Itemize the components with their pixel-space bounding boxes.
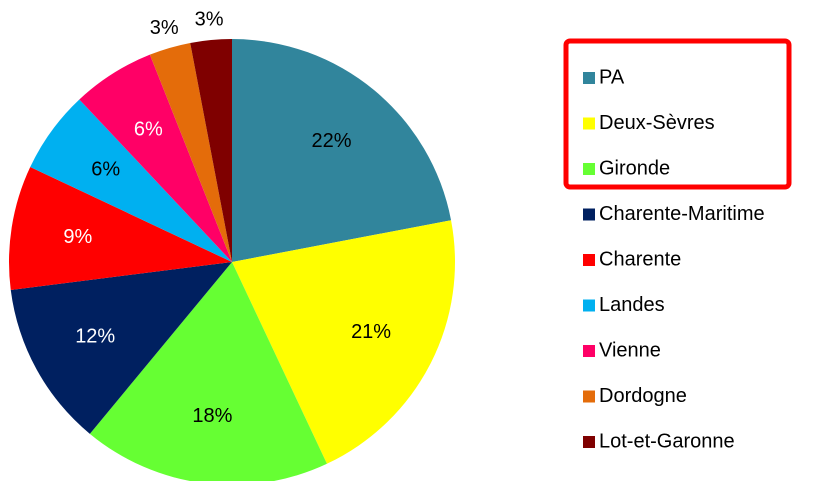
pie-slice <box>232 220 455 464</box>
legend-label: Charente <box>599 248 681 270</box>
data-label: 9% <box>63 226 92 248</box>
pie-slice <box>8 167 233 290</box>
data-label: 6% <box>91 159 120 181</box>
legend-label: Deux-Sèvres <box>599 112 715 134</box>
pie-slice <box>149 42 232 262</box>
legend-label: Dordogne <box>599 385 687 407</box>
legend-swatch <box>583 436 595 448</box>
data-label: 18% <box>192 405 232 427</box>
data-label: 12% <box>75 325 115 347</box>
legend-label: Lot-et-Garonne <box>599 430 735 452</box>
pie-slice <box>30 99 232 262</box>
legend-swatch <box>583 345 595 357</box>
legend-swatch <box>583 390 595 403</box>
legend-label: PA <box>599 66 625 88</box>
data-label: 6% <box>134 118 163 140</box>
data-label: 21% <box>351 321 391 343</box>
highlight-box <box>563 38 792 190</box>
legend-swatch <box>583 208 595 221</box>
legend-swatch <box>583 163 595 175</box>
legend-label: Gironde <box>599 157 670 179</box>
data-label: 22% <box>311 130 351 152</box>
legend-swatch <box>583 117 595 130</box>
data-label: 3% <box>195 8 224 30</box>
pie-slice <box>89 262 327 481</box>
legend-swatch <box>583 72 595 84</box>
legend-label: Vienne <box>599 339 661 361</box>
legend-label: Landes <box>599 294 665 316</box>
pie-slice <box>232 39 452 262</box>
pie-slice <box>79 54 232 262</box>
legend-swatch <box>583 254 595 266</box>
pie-slice <box>10 262 232 434</box>
data-label: 3% <box>150 17 179 39</box>
pie-slice <box>190 39 232 262</box>
legend-label: Charente-Maritime <box>599 203 765 225</box>
legend-swatch <box>583 299 595 312</box>
